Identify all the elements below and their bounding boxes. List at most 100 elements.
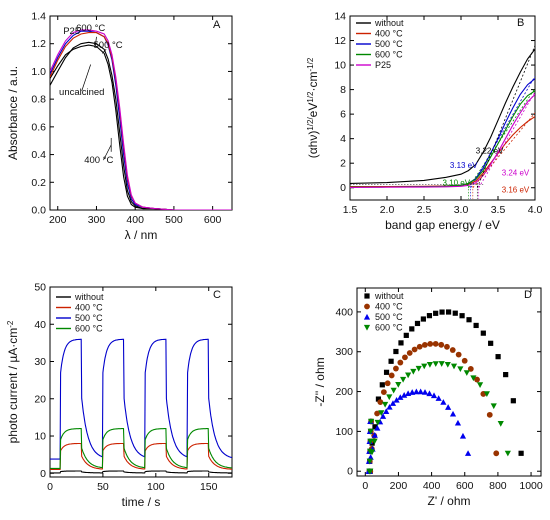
marker-square [466, 317, 472, 323]
y-tick-label: 0.6 [31, 121, 46, 133]
marker-triangle-up [401, 392, 408, 398]
x-tick-label: 200 [49, 214, 67, 226]
legend-label: 400 °C [75, 303, 103, 313]
x-tick-label: 600 [456, 480, 474, 492]
y-tick-label: 0 [340, 182, 346, 194]
marker-triangle-down [410, 368, 417, 375]
marker-circle [493, 450, 500, 457]
photocurrent-line [50, 442, 232, 471]
panel-C: 0 50 100 150 0 10 20 30 40 50 time / s photo curren… [6, 282, 233, 509]
marker-triangle-down [438, 361, 445, 367]
marker-square [495, 354, 501, 360]
marker-triangle-up [397, 394, 404, 400]
y-tick-label: 8 [340, 84, 346, 96]
marker-triangle-down [378, 410, 385, 417]
panel-B: 1.5 2.0 2.5 3.0 3.5 4.0 0 2 4 6 8 10 12 14 band gap en… [306, 11, 543, 233]
marker-square [488, 340, 494, 346]
y-tick-label: 0.0 [31, 205, 46, 217]
marker-triangle-up [413, 388, 420, 395]
y-tick-label: 40 [34, 319, 46, 331]
marker-triangle-down [405, 372, 412, 379]
marker-square [426, 313, 433, 319]
marker-triangle-up [449, 410, 457, 417]
x-tick-label: 2.5 [417, 204, 432, 216]
marker-square [364, 293, 370, 299]
legend-label: without [374, 291, 404, 301]
marker-circle [397, 359, 404, 366]
marker-triangle-up [383, 408, 390, 414]
marker-triangle-down [367, 438, 374, 445]
x-tick-label: 500 [165, 214, 183, 226]
y-tick-label: 12 [334, 35, 346, 47]
photocurrent-line [50, 470, 232, 474]
y-axis-label-part: eV [306, 103, 320, 118]
bandgap-annotation: 3.10 eV [443, 178, 471, 187]
marker-square [433, 310, 439, 316]
marker-circle [438, 341, 445, 348]
marker-square [403, 332, 409, 338]
annotation: 400 °C [84, 155, 113, 166]
x-tick-label: 800 [489, 480, 507, 492]
marker-square [398, 340, 404, 346]
marker-square [388, 358, 394, 364]
legend-label: P25 [375, 60, 391, 70]
plot-area [50, 29, 232, 210]
y-tick-label: 300 [335, 346, 353, 358]
x-tick-label: 1.5 [343, 204, 358, 216]
marker-triangle-down [390, 387, 397, 394]
marker-square [480, 330, 486, 336]
marker-triangle-up [417, 388, 424, 395]
plot-frame [49, 15, 233, 211]
legend-label: 500 °C [375, 39, 403, 49]
x-axis-label: Z' / ohm [428, 494, 471, 508]
marker-square [439, 309, 445, 315]
marker-circle [406, 350, 413, 356]
x-tick-label: 600 [204, 214, 222, 226]
marker-triangle-down [490, 403, 497, 410]
marker-square [393, 348, 399, 355]
panel-label-A: A [213, 19, 221, 31]
plot-frame [356, 287, 542, 477]
marker-square [379, 382, 385, 388]
marker-triangle-down [497, 421, 504, 427]
plot-frame [49, 286, 233, 478]
marker-triangle-down [395, 381, 402, 388]
annotation: P25 [63, 26, 80, 37]
marker-triangle-up [363, 313, 371, 320]
marker-triangle-up [421, 389, 429, 395]
spectrum-line [50, 44, 232, 210]
marker-circle [474, 376, 480, 383]
y-tick-label: 6 [340, 109, 346, 121]
marker-triangle-down [400, 376, 407, 383]
marker-triangle-up [367, 454, 374, 460]
marker-triangle-down [367, 428, 374, 435]
bandgap-annotation: 3.22 eV [476, 146, 504, 155]
marker-circle [449, 347, 456, 353]
marker-square [375, 396, 382, 402]
y-axis-label: photo current / µA·cm-2 [6, 320, 21, 443]
marker-circle [486, 411, 493, 418]
y-axis-label-part: ·cm [306, 72, 320, 92]
y-tick-label: 1.4 [31, 11, 46, 23]
tauc-line [350, 48, 535, 184]
y-tick-label: 2 [340, 158, 346, 170]
plot-area [350, 45, 535, 199]
y-tick-label: 30 [34, 356, 46, 368]
legend-label: 500 °C [375, 312, 403, 322]
marker-triangle-up [430, 392, 438, 399]
marker-circle [411, 346, 418, 353]
legend-label: 600 °C [75, 324, 103, 334]
marker-circle [444, 343, 450, 350]
annotation: uncalcined [59, 87, 104, 98]
marker-square [510, 398, 516, 404]
plot-area [50, 338, 232, 474]
marker-triangle-up [454, 419, 462, 426]
marker-circle [364, 303, 370, 310]
marker-circle [377, 399, 384, 406]
panel-D: 0 200 400 600 800 1000 0 100 200 300 400 Z' / ohm -Z… [313, 287, 543, 508]
y-tick-label: 0 [347, 466, 353, 478]
x-tick-label: 0 [47, 481, 53, 493]
marker-square [445, 309, 452, 315]
